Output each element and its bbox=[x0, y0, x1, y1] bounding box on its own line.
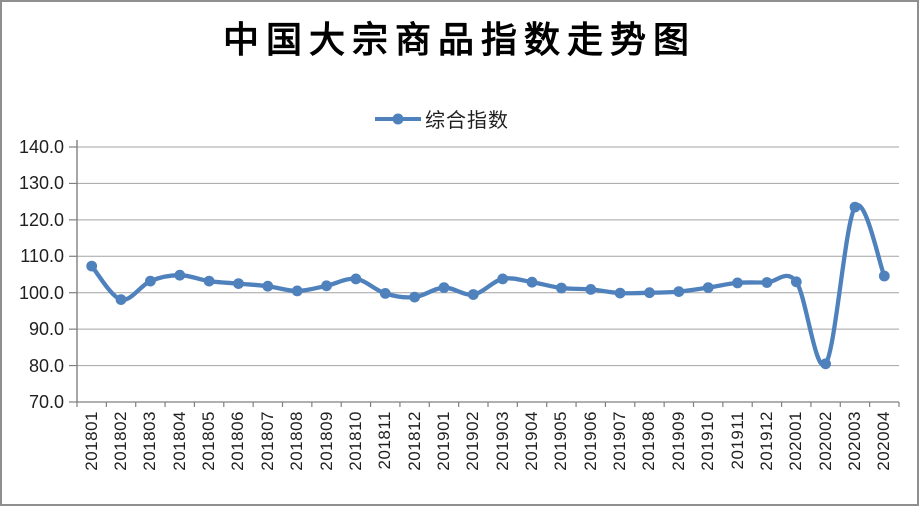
legend-line-marker-icon bbox=[375, 113, 421, 124]
data-point-marker bbox=[262, 280, 274, 292]
x-axis-label: 201904 bbox=[522, 411, 542, 471]
x-axis-label: 201812 bbox=[404, 411, 424, 471]
x-axis-label: 201903 bbox=[492, 411, 512, 471]
x-axis-label: 201911 bbox=[727, 411, 747, 470]
data-point-marker bbox=[732, 277, 743, 289]
data-point-marker bbox=[497, 273, 509, 285]
x-axis-label: 201811 bbox=[375, 411, 395, 470]
x-axis-label: 201806 bbox=[228, 411, 248, 471]
data-point-marker bbox=[409, 291, 420, 303]
data-point-marker bbox=[614, 287, 626, 299]
x-axis-label: 201906 bbox=[580, 411, 600, 471]
x-axis-label: 201910 bbox=[698, 411, 718, 471]
y-axis-label: 140.0 bbox=[18, 137, 64, 157]
x-axis-label: 201810 bbox=[345, 411, 365, 471]
data-point-marker bbox=[115, 294, 127, 305]
data-point-marker bbox=[761, 277, 773, 288]
data-point-marker bbox=[790, 276, 802, 288]
x-axis-label: 201901 bbox=[433, 411, 453, 471]
x-axis-label: 201902 bbox=[463, 411, 483, 471]
y-axis-label: 120.0 bbox=[18, 209, 64, 230]
data-point-marker bbox=[820, 358, 831, 370]
x-axis-label: 201805 bbox=[199, 411, 219, 471]
data-point-marker bbox=[203, 275, 215, 287]
data-point-marker bbox=[878, 270, 890, 282]
data-point-marker bbox=[145, 275, 156, 287]
data-point-marker bbox=[849, 201, 861, 213]
x-axis-label: 201912 bbox=[756, 411, 776, 471]
data-point-marker bbox=[86, 260, 98, 272]
y-axis-label: 110.0 bbox=[20, 246, 64, 267]
data-point-marker bbox=[379, 288, 391, 299]
chart-title: 中国大宗商品指数走势图 bbox=[222, 19, 696, 61]
data-point-marker bbox=[585, 284, 597, 295]
x-axis-label: 201808 bbox=[287, 411, 307, 471]
data-point-marker bbox=[233, 278, 244, 289]
y-axis-label: 90.0 bbox=[28, 319, 64, 340]
x-axis-label: 201803 bbox=[140, 411, 160, 471]
data-point-marker bbox=[321, 280, 332, 292]
x-axis-label: 202004 bbox=[874, 411, 894, 471]
x-axis-label: 202001 bbox=[786, 411, 806, 471]
x-axis-label: 201802 bbox=[111, 411, 131, 471]
y-axis-label: 130.0 bbox=[18, 173, 64, 194]
x-axis-label: 201804 bbox=[169, 411, 189, 471]
data-point-marker bbox=[673, 286, 685, 297]
data-point-marker bbox=[350, 273, 362, 285]
x-axis-label: 202003 bbox=[844, 411, 864, 471]
x-axis-label: 202002 bbox=[815, 411, 835, 471]
data-point-marker bbox=[174, 269, 186, 281]
data-point-marker bbox=[291, 285, 303, 297]
x-axis-label: 201909 bbox=[668, 411, 688, 471]
data-point-marker bbox=[556, 282, 567, 294]
x-axis-label: 201908 bbox=[639, 411, 659, 471]
data-point-marker bbox=[526, 276, 538, 288]
x-axis-label: 201809 bbox=[316, 411, 336, 471]
x-axis-label: 201905 bbox=[551, 411, 571, 471]
data-point-marker bbox=[467, 289, 479, 300]
legend: 综合指数 bbox=[0, 104, 899, 133]
x-axis-label: 201801 bbox=[81, 411, 101, 471]
legend-label: 综合指数 bbox=[425, 110, 509, 132]
data-point-marker bbox=[644, 287, 655, 299]
x-axis-label: 201907 bbox=[610, 411, 630, 471]
y-axis-label: 100.0 bbox=[18, 282, 64, 303]
y-axis-label: 80.0 bbox=[28, 355, 64, 376]
data-point-marker bbox=[702, 282, 714, 293]
y-axis-label: 70.0 bbox=[28, 392, 64, 412]
x-axis-label: 201807 bbox=[257, 411, 277, 471]
data-point-marker bbox=[438, 282, 450, 293]
